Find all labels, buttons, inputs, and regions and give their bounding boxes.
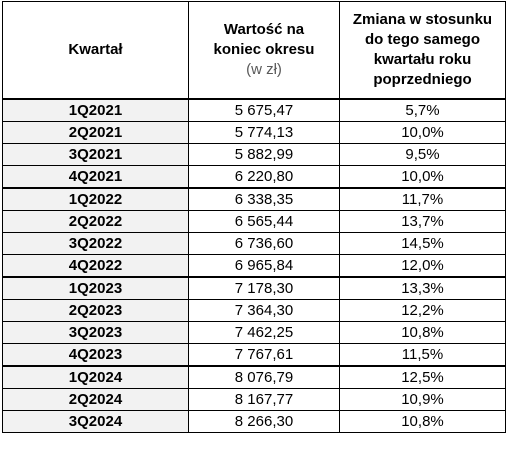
header-value: Wartość na koniec okresu (w zł)	[188, 1, 340, 100]
change-cell: 12,0%	[339, 254, 506, 278]
value-cell: 7 462,25	[188, 321, 340, 344]
quarter-cell: 3Q2024	[2, 410, 189, 433]
value-cell: 6 338,35	[188, 187, 340, 211]
table-row: 4Q2022 6 965,84 12,0%	[2, 254, 506, 278]
quarterly-value-table: Kwartał Wartość na koniec okresu (w zł) …	[2, 1, 506, 433]
quarter-cell: 3Q2023	[2, 321, 189, 344]
change-cell: 10,0%	[339, 165, 506, 189]
header-quarter-label: Kwartał	[68, 41, 123, 58]
header-change-line4: poprzedniego	[373, 71, 472, 88]
change-cell: 13,7%	[339, 210, 506, 233]
quarter-cell: 1Q2022	[2, 187, 189, 211]
quarter-cell: 2Q2022	[2, 210, 189, 233]
change-cell: 10,8%	[339, 321, 506, 344]
change-cell: 12,2%	[339, 299, 506, 322]
value-cell: 8 266,30	[188, 410, 340, 433]
header-change-line1: Zmiana w stosunku	[352, 11, 493, 28]
table-row: 3Q2021 5 882,99 9,5%	[2, 143, 506, 166]
value-cell: 5 774,13	[188, 121, 340, 144]
quarter-cell: 1Q2024	[2, 365, 189, 389]
change-cell: 13,3%	[339, 276, 506, 300]
quarter-cell: 4Q2023	[2, 343, 189, 367]
change-cell: 10,9%	[339, 388, 506, 411]
header-change-line2: do tego samego	[364, 31, 480, 48]
table-header-row: Kwartał Wartość na koniec okresu (w zł) …	[2, 1, 506, 100]
quarter-cell: 1Q2021	[2, 98, 189, 122]
table-row: 2Q2024 8 167,77 10,9%	[2, 388, 506, 411]
change-cell: 11,7%	[339, 187, 506, 211]
value-cell: 7 364,30	[188, 299, 340, 322]
table-row: 3Q2022 6 736,60 14,5%	[2, 232, 506, 255]
header-change: Zmiana w stosunku do tego samego kwartał…	[339, 1, 506, 100]
value-cell: 7 178,30	[188, 276, 340, 300]
table-row: 4Q2021 6 220,80 10,0%	[2, 165, 506, 189]
table-row: 4Q2023 7 767,61 11,5%	[2, 343, 506, 367]
value-cell: 5 882,99	[188, 143, 340, 166]
header-value-unit: (w zł)	[246, 61, 282, 78]
change-cell: 11,5%	[339, 343, 506, 367]
quarter-cell: 1Q2023	[2, 276, 189, 300]
value-cell: 8 076,79	[188, 365, 340, 389]
header-value-line2: koniec okresu	[213, 41, 315, 58]
quarter-cell: 2Q2024	[2, 388, 189, 411]
value-cell: 7 767,61	[188, 343, 340, 367]
quarter-cell: 3Q2021	[2, 143, 189, 166]
quarter-cell: 4Q2022	[2, 254, 189, 278]
change-cell: 10,0%	[339, 121, 506, 144]
table-row: 1Q2024 8 076,79 12,5%	[2, 365, 506, 389]
table-row: 1Q2021 5 675,47 5,7%	[2, 98, 506, 122]
table-row: 3Q2024 8 266,30 10,8%	[2, 410, 506, 433]
value-cell: 5 675,47	[188, 98, 340, 122]
value-cell: 6 736,60	[188, 232, 340, 255]
quarter-cell: 2Q2021	[2, 121, 189, 144]
value-cell: 6 565,44	[188, 210, 340, 233]
value-cell: 6 220,80	[188, 165, 340, 189]
table-row: 1Q2023 7 178,30 13,3%	[2, 276, 506, 300]
value-cell: 6 965,84	[188, 254, 340, 278]
quarter-cell: 2Q2023	[2, 299, 189, 322]
table-row: 3Q2023 7 462,25 10,8%	[2, 321, 506, 344]
change-cell: 10,8%	[339, 410, 506, 433]
table-row: 2Q2023 7 364,30 12,2%	[2, 299, 506, 322]
change-cell: 5,7%	[339, 98, 506, 122]
change-cell: 9,5%	[339, 143, 506, 166]
header-change-line3: kwartału roku	[373, 51, 472, 68]
quarter-cell: 3Q2022	[2, 232, 189, 255]
header-quarter: Kwartał	[2, 1, 189, 100]
value-cell: 8 167,77	[188, 388, 340, 411]
header-value-line1: Wartość na	[223, 21, 305, 38]
table-row: 2Q2021 5 774,13 10,0%	[2, 121, 506, 144]
change-cell: 14,5%	[339, 232, 506, 255]
table-row: 2Q2022 6 565,44 13,7%	[2, 210, 506, 233]
change-cell: 12,5%	[339, 365, 506, 389]
quarter-cell: 4Q2021	[2, 165, 189, 189]
table-row: 1Q2022 6 338,35 11,7%	[2, 187, 506, 211]
